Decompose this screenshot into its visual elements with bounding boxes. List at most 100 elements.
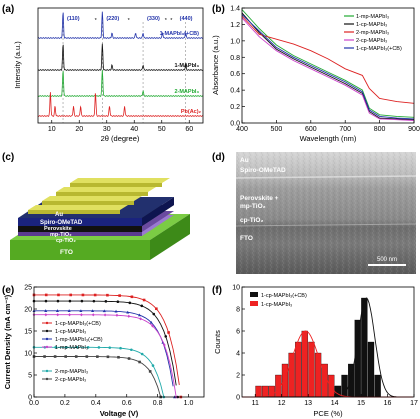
jv-point — [167, 331, 170, 334]
hist-bar — [367, 341, 375, 398]
jv-point — [56, 313, 60, 317]
jv-point — [104, 300, 108, 303]
xrd-series-line — [37, 43, 204, 71]
jv-point — [118, 294, 121, 297]
legend-marker — [45, 329, 49, 333]
jv-point — [117, 355, 120, 359]
hist-ytick-label: 6 — [236, 329, 240, 336]
hist-bar — [308, 341, 315, 398]
sem-perovskite-label: Perovskite + — [240, 195, 279, 202]
xrd-peak-marker: * — [128, 18, 131, 24]
au-strip-3 — [56, 187, 156, 192]
jv-point — [130, 348, 133, 352]
jv-point — [127, 314, 131, 318]
sem-texture — [236, 152, 416, 274]
hist-xtick-label: 15 — [357, 400, 365, 407]
hist-bar — [361, 297, 368, 398]
hist-bar — [261, 385, 269, 398]
xrd-series-label: 1-MAPbI₃ — [174, 63, 199, 69]
jv-xtick-label: 0.4 — [91, 400, 101, 407]
jv-point — [155, 307, 158, 311]
jv-point — [103, 313, 107, 317]
jv-point — [80, 299, 84, 303]
xrd-series-line — [37, 69, 204, 97]
jv-point — [68, 299, 72, 303]
panel-a-xrd-chart: (a) 10 20 30 40 50 60 1-MAPbI₃(+CB) 1-MAPbI₃ 2-M… — [2, 4, 204, 143]
hist-xtick-label: 11 — [252, 400, 259, 407]
jv-point — [92, 299, 96, 303]
jv-point — [57, 293, 60, 297]
jv-ytick-label: 25 — [24, 285, 32, 292]
plot-frame — [241, 7, 415, 124]
xrd-series-line — [37, 92, 204, 117]
y-axis-label: Absorbance (a.u.) — [211, 35, 220, 95]
au-strip-4-front — [70, 183, 162, 187]
legend-label: 2-mp-MAPbI₃ — [356, 30, 389, 36]
au-strip-1-front — [28, 210, 120, 214]
jv-point — [139, 317, 143, 321]
hist-xtick-label: 14 — [331, 400, 339, 407]
jv-point — [97, 346, 101, 349]
jv-point — [68, 313, 71, 317]
jv-point — [142, 298, 146, 302]
jv-point — [130, 295, 134, 299]
sem-fto-label: FTO — [240, 235, 253, 242]
jv-point — [116, 300, 120, 304]
jv-point — [114, 309, 118, 313]
spiro-layer-side — [142, 197, 174, 226]
x-axis-label: Wavelength (nm) — [300, 134, 357, 143]
jv-point — [85, 355, 89, 358]
jv-point — [140, 304, 144, 308]
legend-label: 1-cp-MAPbI₃(+CB) — [356, 46, 402, 52]
hist-ytick-label: 8 — [236, 307, 240, 314]
panel-e-label: (e) — [2, 285, 14, 296]
jv-point — [91, 309, 95, 313]
legend-label: 1-cp-MAPbI₃(+CB) — [55, 321, 101, 327]
jv-point — [126, 310, 130, 314]
legend-label: 1-mp-MAPbI₃(+CB) — [55, 337, 103, 343]
sem-cp-tio2-label: cp-TiO₂ — [240, 217, 263, 224]
fto-layer-side — [150, 214, 190, 260]
au-strip-2-front — [42, 201, 134, 205]
jv-series-line — [34, 356, 162, 398]
panel-b-label: (b) — [212, 4, 225, 15]
jv-point — [55, 309, 59, 312]
panel-a-label: (a) — [2, 4, 14, 15]
jv-point — [106, 293, 109, 297]
legend-marker — [45, 337, 49, 341]
jv-ytick-label: 15 — [24, 329, 32, 336]
sem-spiro-label: Spiro-OMeTAD — [240, 167, 286, 174]
legend-marker — [45, 377, 49, 381]
abs-xtick-label: 800 — [374, 126, 386, 133]
legend-label: 1-cp-MAPbI₃ — [261, 302, 292, 308]
jv-point — [162, 343, 166, 347]
abs-xtick-label: 700 — [339, 126, 351, 133]
abs-series-line — [241, 15, 415, 104]
xrd-peak-marker: * — [165, 18, 168, 24]
jv-point — [128, 301, 132, 305]
legend-swatch — [250, 301, 258, 306]
abs-ytick-label: 0.8 — [230, 55, 240, 62]
jv-point — [149, 320, 153, 324]
abs-xtick-label: 600 — [305, 126, 317, 133]
hist-ytick-label: 10 — [232, 285, 240, 292]
jv-ytick-label: 0 — [28, 395, 32, 402]
jv-ytick-label: 10 — [24, 351, 32, 358]
jv-xtick-label: 0.8 — [153, 400, 163, 407]
au-label: Au — [55, 212, 63, 218]
hist-bar — [328, 374, 335, 398]
xrd-peak-label: (220) — [106, 16, 119, 22]
hist-ytick-label: 0 — [236, 395, 240, 402]
jv-xtick-label: 0.2 — [60, 400, 70, 407]
legend-label: 2-mp-MAPbI₃ — [55, 369, 88, 375]
hist-bar — [314, 352, 322, 398]
panel-d-label: (d) — [212, 152, 225, 163]
jv-point — [65, 345, 68, 349]
mp-tio2-label: mp-TiO₂ — [50, 232, 72, 238]
jv-point — [115, 313, 119, 317]
jv-point — [106, 355, 110, 359]
jv-point — [102, 309, 106, 313]
hist-bar — [301, 330, 309, 398]
jv-point — [86, 346, 90, 349]
hist-ytick-label: 4 — [236, 351, 240, 358]
